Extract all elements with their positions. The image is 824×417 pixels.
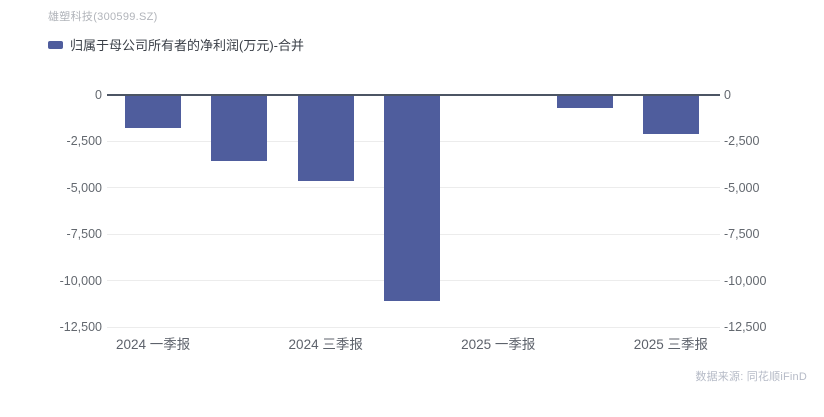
y-axis-label-right: -12,500 [724, 320, 767, 334]
y-axis-label-right: -7,500 [724, 227, 760, 242]
chart-bar [642, 96, 699, 134]
stock-title: 雄塑科技(300599.SZ) [48, 11, 158, 23]
legend-label: 归属于母公司所有者的净利润(万元)-合并 [70, 38, 304, 53]
y-axis-label-left: -10,000 [59, 273, 102, 288]
x-axis-label: 2024 三季报 [288, 337, 363, 352]
zero-axis-line [107, 94, 720, 96]
data-source-note: 数据来源: 同花顺iFinD [695, 371, 807, 383]
x-axis-label: 2024 一季报 [115, 337, 191, 352]
x-axis-label: 2025 三季报 [633, 337, 708, 352]
y-axis-label-right: -5,000 [724, 180, 760, 195]
chart-bar [556, 96, 613, 109]
y-axis-label-left: -5,000 [66, 180, 102, 195]
chart-bar [384, 96, 440, 302]
chart-bar [297, 96, 354, 182]
y-axis-label-left: 0 [95, 88, 102, 102]
x-axis-label: 2025 一季报 [461, 337, 536, 352]
y-axis-label-left: -7,500 [66, 227, 102, 242]
legend-swatch-icon [48, 40, 63, 49]
y-axis-label-left: -12,500 [59, 320, 102, 334]
y-axis-label-right: -2,500 [724, 134, 760, 149]
gridline [107, 326, 720, 328]
legend-item[interactable]: 归属于母公司所有者的净利润(万元)-合并 [48, 35, 304, 54]
chart-bar [211, 96, 268, 161]
y-axis-label-right: -10,000 [724, 273, 767, 288]
y-axis-label-right: 0 [724, 88, 731, 102]
y-axis-label-left: -2,500 [66, 134, 102, 149]
chart-bar [125, 96, 182, 129]
